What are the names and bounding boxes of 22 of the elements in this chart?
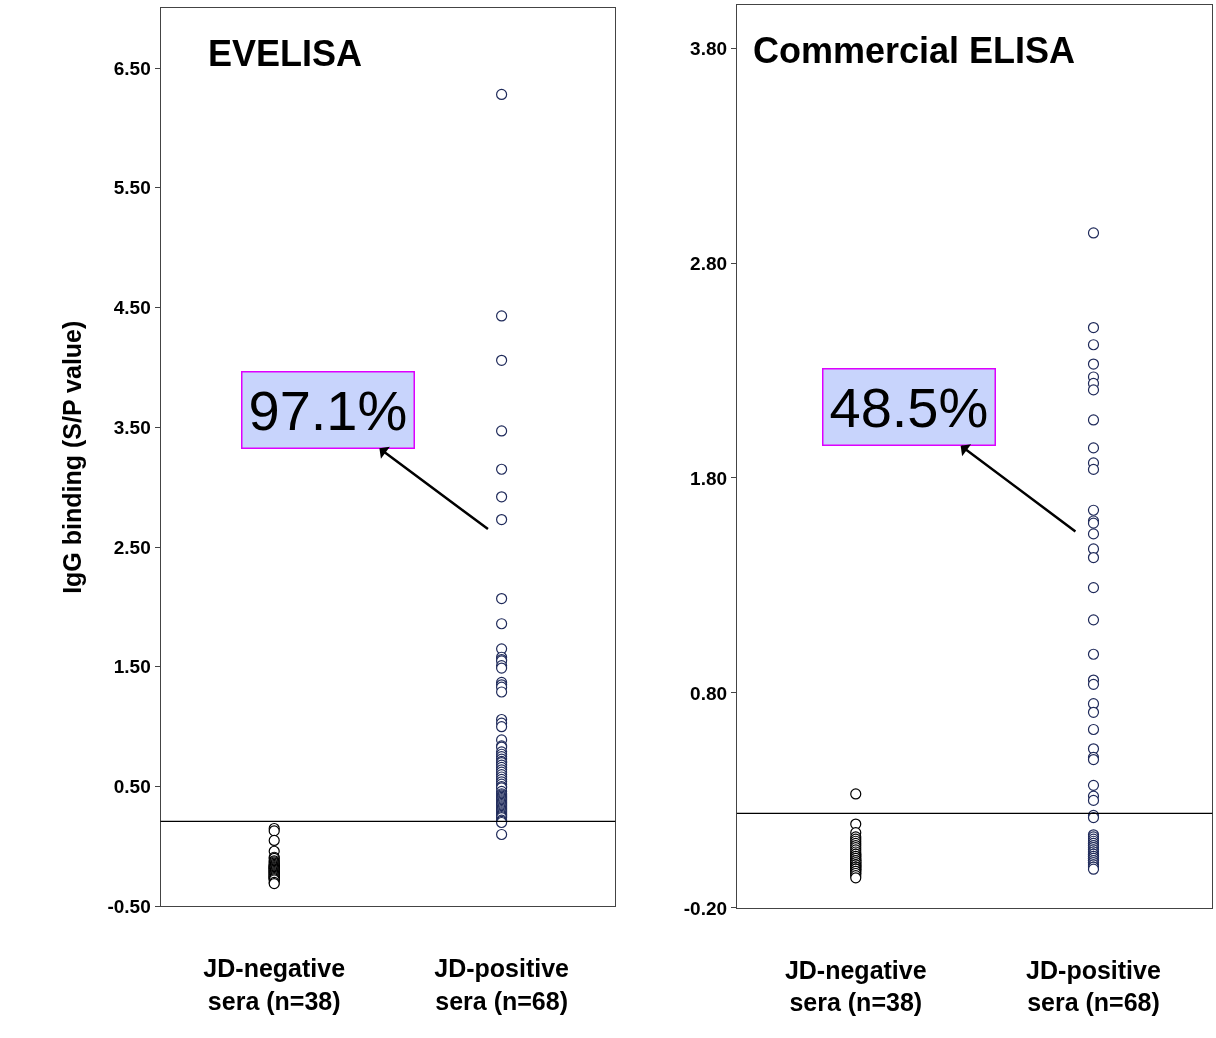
x-tick-label: JD-positive sera (n=68) [434, 954, 570, 1015]
y-axis-title: IgG binding (S/P value) [58, 320, 87, 594]
y-tick-label: 2.80 [690, 252, 728, 274]
y-tick-label: 6.50 [113, 57, 151, 79]
y-tick-label: 0.50 [113, 776, 151, 798]
y-tick-label: 3.50 [113, 416, 151, 438]
y-tick-label: 3.80 [690, 37, 728, 59]
y-tick-label: 1.50 [113, 656, 151, 678]
x-tick-label: JD-negative sera (n=38) [784, 955, 927, 1017]
x-tick-label: JD-negative sera (n=38) [203, 954, 346, 1015]
y-tick-label: -0.50 [107, 895, 151, 917]
x-tick-label: JD-positive sera (n=68) [1026, 955, 1161, 1017]
text: EVELISA [208, 33, 363, 74]
text: Commercial ELISA [753, 30, 1076, 71]
y-tick-label: 5.50 [113, 177, 151, 199]
y-tick-label: 0.80 [690, 682, 728, 704]
annotation: 48.5% [829, 375, 989, 439]
annotation: 97.1% [248, 378, 408, 442]
y-tick-label: 4.50 [113, 297, 151, 319]
y-tick-label: 2.50 [113, 536, 151, 558]
y-tick-label: -0.20 [683, 897, 728, 919]
y-tick-label: 1.80 [690, 467, 728, 489]
